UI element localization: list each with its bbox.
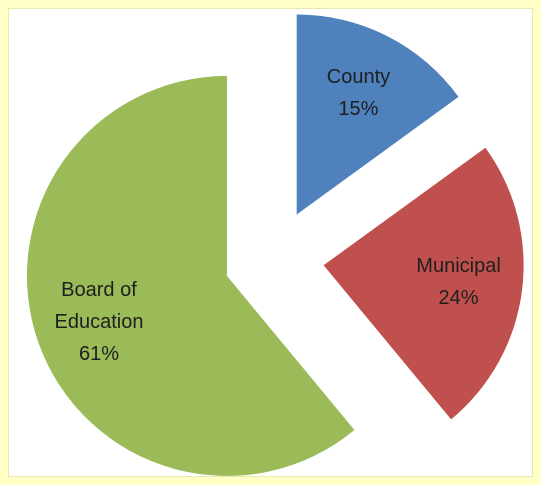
pie-slice [296, 14, 459, 215]
value-label: 15% [338, 98, 379, 121]
category-label: County [326, 66, 391, 89]
value-label: 61% [78, 343, 119, 365]
pie-slice [323, 147, 524, 420]
category-label: Municipal [416, 255, 501, 278]
slice-label: County 15% [306, 61, 410, 125]
category-label: Board of Education [54, 279, 144, 333]
value-label: 24% [438, 287, 479, 310]
pie-slice [26, 75, 355, 476]
slice-label: Board of Education 61% [47, 274, 151, 370]
slice-label: Municipal 24% [407, 250, 511, 314]
